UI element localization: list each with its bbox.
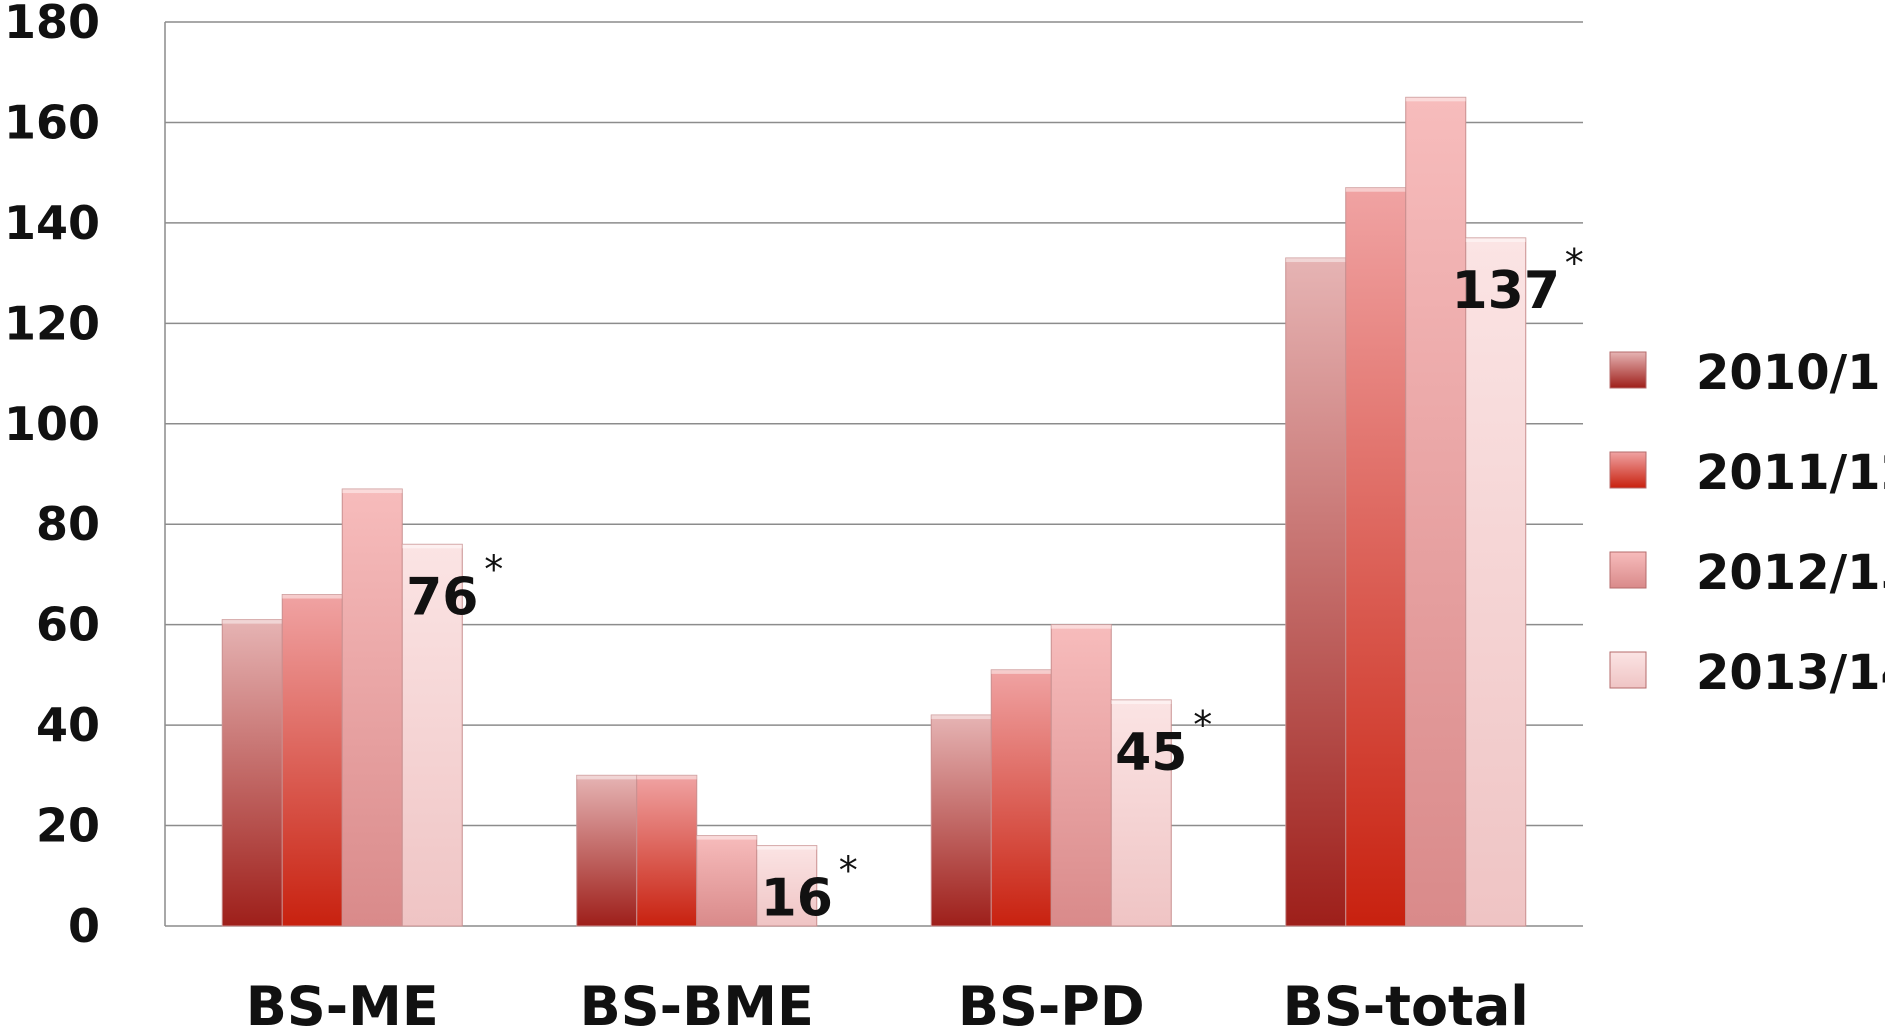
data-labels: 76 *16 *45 *137 * bbox=[406, 241, 1584, 929]
y-tick-label: 0 bbox=[68, 899, 100, 953]
bar-highlight bbox=[1285, 258, 1346, 263]
data-label-mark: * bbox=[839, 849, 858, 893]
bar-highlight bbox=[636, 775, 697, 780]
bar-bs-bme-2010-11 bbox=[576, 774, 638, 927]
bar-highlight bbox=[1405, 97, 1466, 102]
bar-highlight bbox=[931, 715, 992, 720]
x-tick-label: BS-total bbox=[1283, 975, 1529, 1035]
bar-bs-bme-2012-13 bbox=[696, 835, 758, 927]
bar-bs-me-2011-12 bbox=[281, 594, 343, 927]
bar-highlight bbox=[1051, 624, 1112, 629]
bar-bs-pd-2010-11 bbox=[930, 714, 992, 927]
legend-label: 2011/12 bbox=[1696, 445, 1885, 501]
legend-swatch bbox=[1609, 551, 1647, 589]
legend: 2010/11 2011/12 2012/13 2013/14 bbox=[1609, 345, 1885, 701]
y-tick-label: 140 bbox=[4, 196, 100, 250]
bar-highlight bbox=[1465, 237, 1526, 242]
x-axis-ticks: BS-ME BS-BME BS-PD BS-total bbox=[246, 975, 1529, 1035]
bar-bs-total-2010-11 bbox=[1285, 257, 1347, 927]
bar-highlight bbox=[402, 544, 463, 549]
data-label: 16 bbox=[761, 869, 833, 929]
legend-swatch bbox=[1609, 451, 1647, 489]
bars bbox=[221, 96, 1527, 927]
data-label: 45 bbox=[1115, 723, 1187, 783]
bar-highlight bbox=[991, 669, 1052, 674]
legend-label: 2012/13 bbox=[1696, 545, 1885, 601]
y-tick-label: 60 bbox=[36, 598, 100, 652]
bar-highlight bbox=[756, 845, 817, 850]
data-label-mark: * bbox=[1565, 241, 1584, 285]
bar-bs-pd-2013-14 bbox=[1110, 699, 1172, 927]
bar-highlight bbox=[342, 489, 403, 494]
bar-highlight bbox=[1111, 700, 1172, 704]
legend-swatch bbox=[1609, 351, 1647, 389]
y-tick-label: 20 bbox=[36, 799, 100, 853]
x-tick-label: BS-PD bbox=[958, 975, 1145, 1035]
x-tick-label: BS-ME bbox=[246, 975, 439, 1035]
y-tick-label: 80 bbox=[36, 497, 100, 551]
bar-bs-total-2012-13 bbox=[1405, 96, 1467, 927]
data-label: 76 bbox=[406, 567, 478, 627]
bar-bs-bme-2013-14 bbox=[756, 845, 818, 927]
bar-bs-pd-2012-13 bbox=[1050, 624, 1112, 927]
bar-highlight bbox=[696, 835, 757, 840]
y-tick-label: 40 bbox=[36, 698, 100, 752]
bar-highlight bbox=[222, 619, 283, 624]
data-label: 137 bbox=[1451, 261, 1560, 321]
bar-bs-total-2011-12 bbox=[1345, 187, 1407, 927]
legend-label: 2013/14 bbox=[1696, 645, 1885, 701]
bar-bs-me-2010-11 bbox=[221, 619, 283, 927]
legend-label: 2010/11 bbox=[1696, 345, 1885, 401]
bar-highlight bbox=[1345, 187, 1406, 192]
bar-highlight bbox=[576, 775, 637, 780]
x-tick-label: BS-BME bbox=[580, 975, 814, 1035]
bar-bs-me-2012-13 bbox=[341, 488, 403, 927]
bar-bs-me-2013-14 bbox=[401, 543, 463, 927]
y-axis-ticks: 0 20 40 60 80 100 120 140 160 180 bbox=[4, 0, 100, 953]
y-tick-label: 160 bbox=[4, 95, 100, 149]
bar-bs-total-2013-14 bbox=[1465, 237, 1527, 927]
bar-highlight bbox=[282, 594, 343, 599]
data-label-mark: * bbox=[484, 547, 503, 591]
y-tick-label: 120 bbox=[4, 296, 100, 350]
legend-swatch bbox=[1609, 651, 1647, 689]
data-label-mark: * bbox=[1193, 703, 1212, 747]
y-tick-label: 180 bbox=[4, 0, 100, 49]
y-tick-label: 100 bbox=[4, 397, 100, 451]
bar-bs-bme-2011-12 bbox=[636, 774, 698, 927]
bar-bs-pd-2011-12 bbox=[990, 669, 1052, 927]
